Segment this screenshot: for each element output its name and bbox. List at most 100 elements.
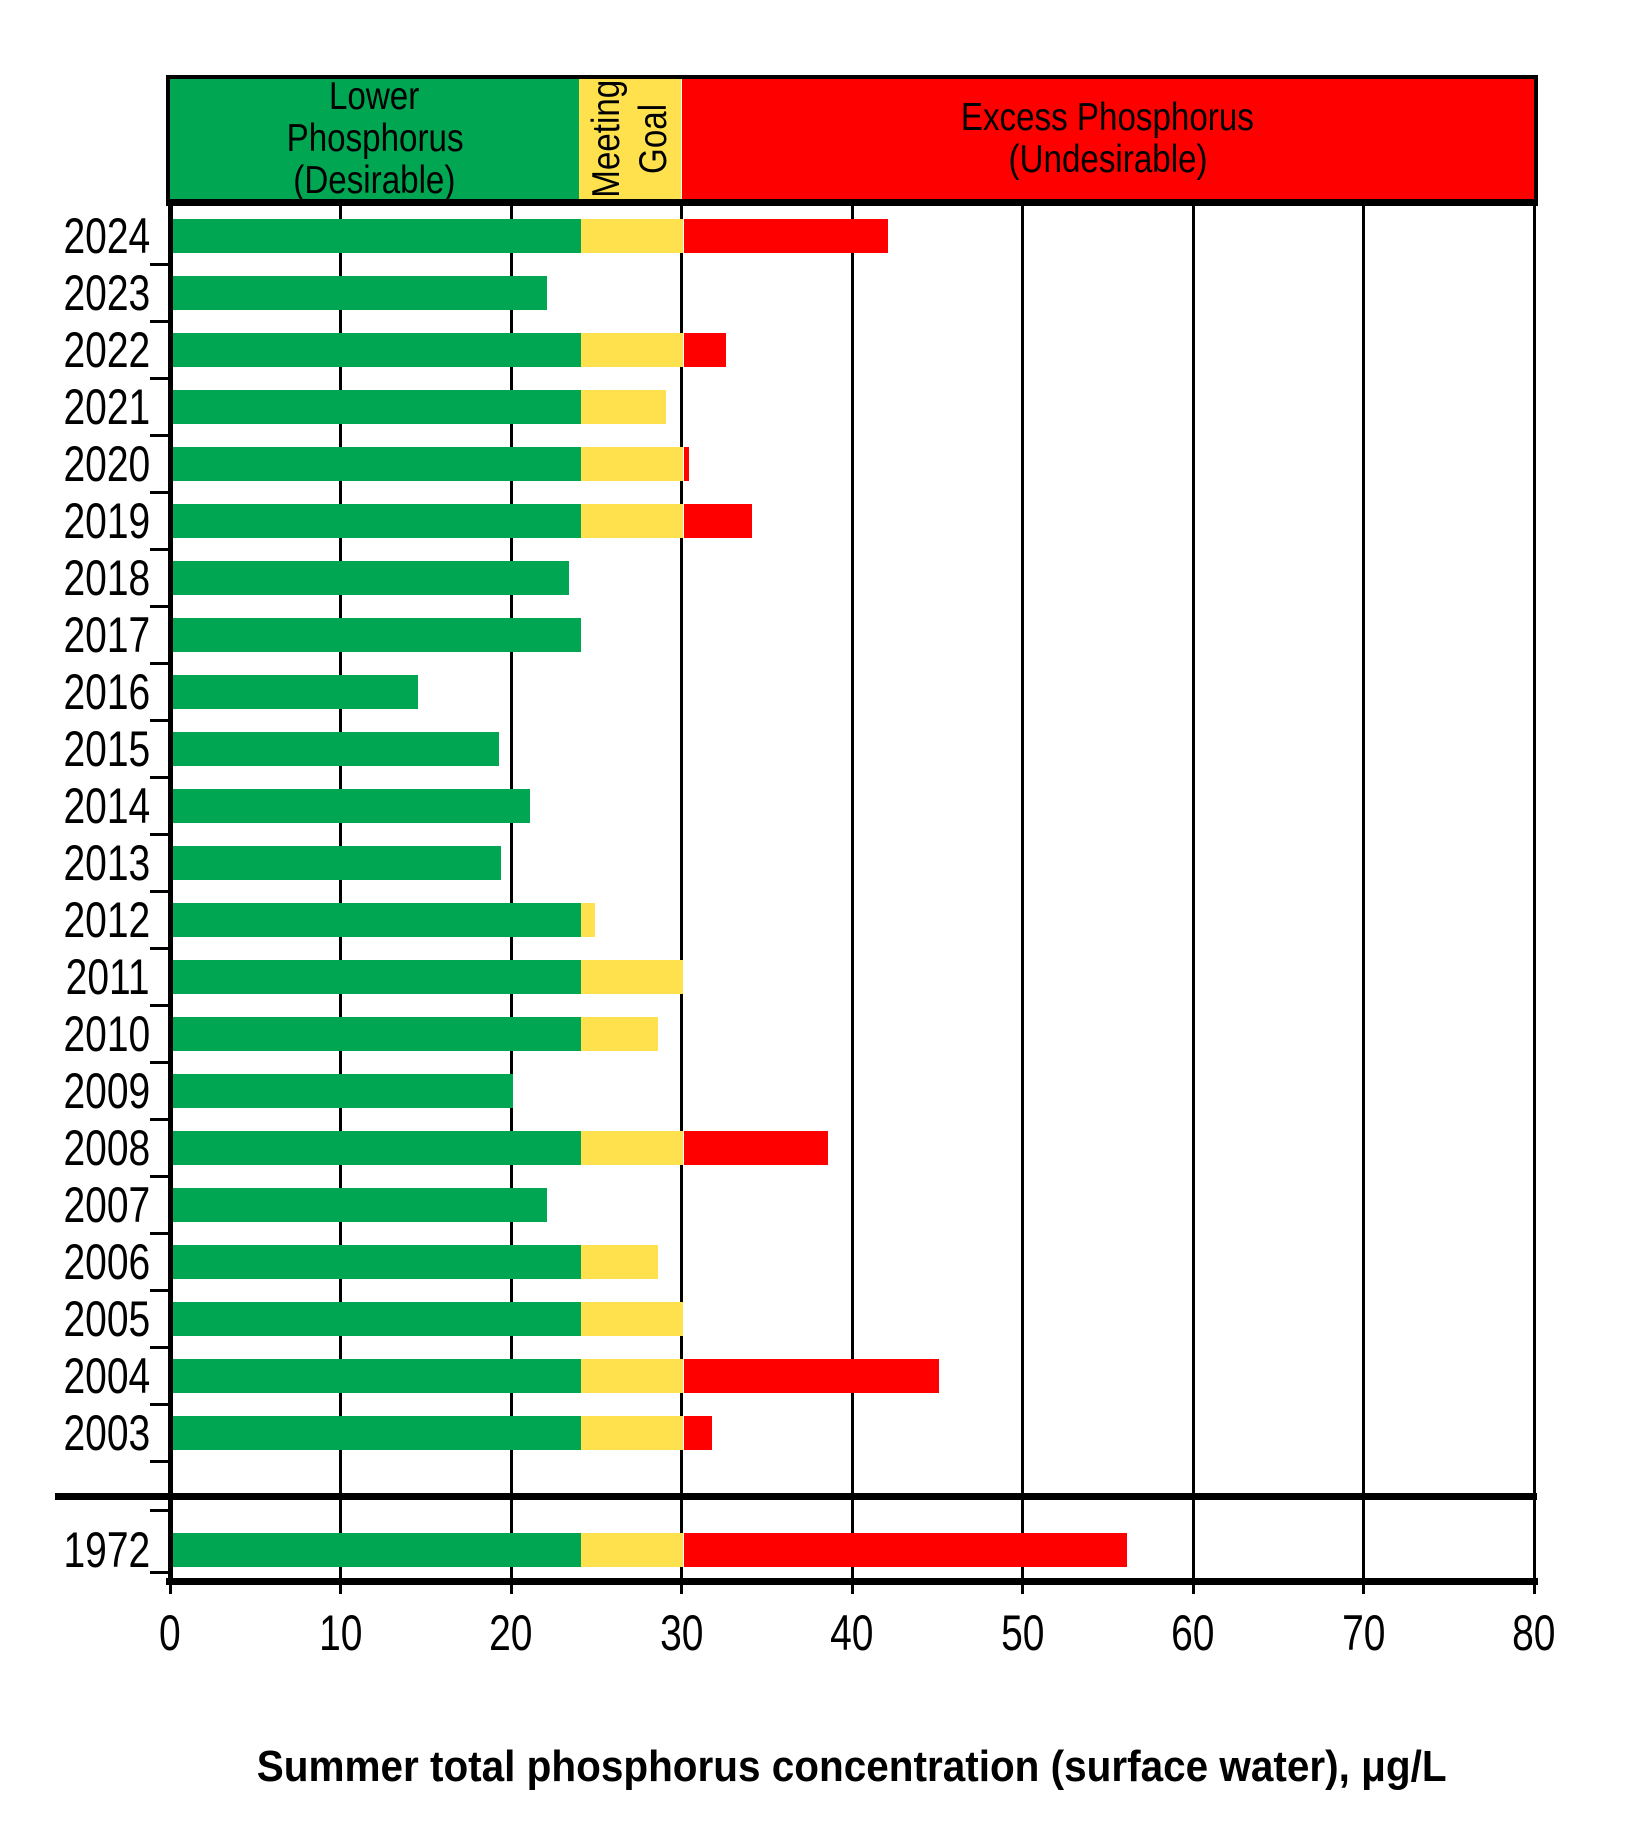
year-label-text: 2006 [63, 1233, 150, 1290]
year-label-2019: 2019 [0, 492, 150, 550]
bar-2011-yellow [581, 959, 684, 994]
year-label-2006: 2006 [0, 1233, 150, 1291]
bar-2012-green [172, 902, 582, 937]
year-label-text: 2024 [63, 207, 150, 264]
y-axis-tick [150, 1345, 170, 1349]
year-label-text: 2016 [63, 663, 150, 720]
gridline-10 [339, 206, 342, 1578]
year-label-text: 2013 [63, 834, 150, 891]
bar-2008-yellow [581, 1130, 684, 1165]
year-label-2009: 2009 [0, 1062, 150, 1120]
x-axis-tick-70 [1362, 1578, 1365, 1594]
x-tick-label-40: 40 [772, 1604, 932, 1662]
year-label-2013: 2013 [0, 834, 150, 892]
bar-1972-red [683, 1533, 1127, 1567]
bar-2005-green [172, 1301, 582, 1336]
year-label-2004: 2004 [0, 1347, 150, 1405]
bar-2011-green [172, 959, 582, 994]
header-zone-label-line: Excess Phosphorus [961, 96, 1255, 139]
bar-2009-green [172, 1073, 513, 1108]
x-tick-label-text: 20 [489, 1605, 533, 1661]
y-axis-tick [150, 718, 170, 722]
bar-2008-green [172, 1130, 582, 1165]
x-tick-label-text: 70 [1341, 1605, 1386, 1661]
bar-2016-green [172, 674, 418, 709]
x-axis-title: Summer total phosphorus concentration (s… [170, 1742, 1534, 1792]
x-axis-tick-40 [850, 1578, 854, 1594]
header-zone-label-line: (Desirable) [293, 159, 456, 200]
y-axis-tick [150, 433, 170, 437]
x-axis-tick-30 [680, 1578, 683, 1594]
bar-2007-green [172, 1187, 548, 1222]
header-zone-label-line: Lower [329, 79, 420, 118]
header-zone-desirable: Lower Phosphorus (Desirable) [170, 79, 580, 200]
year-label-text: 2011 [66, 948, 150, 1005]
header-zone-meeting-goal: Meeting Goal [579, 79, 682, 199]
bar-2004-red [683, 1358, 940, 1393]
bar-1972-yellow [581, 1533, 684, 1567]
y-axis-tick [150, 946, 170, 950]
header-zone-excess: Excess Phosphorus (Undesirable) [681, 79, 1534, 199]
x-tick-label-50: 50 [943, 1604, 1103, 1662]
year-label-text: 2020 [63, 435, 150, 492]
y-axis-tick [150, 775, 170, 779]
year-label-text: 1972 [63, 1522, 150, 1578]
year-label-2007: 2007 [0, 1176, 150, 1234]
year-label-2017: 2017 [0, 606, 150, 664]
bar-2008-red [683, 1130, 829, 1165]
x-axis-tick-20 [509, 1578, 513, 1594]
x-axis-tick-10 [339, 1578, 342, 1594]
plot-right-border [1533, 199, 1536, 1578]
year-label-2023: 2023 [0, 264, 150, 322]
y-axis-tick [150, 319, 170, 323]
y-axis-tick [150, 547, 170, 551]
x-tick-label-30: 30 [602, 1604, 762, 1662]
bar-2010-yellow [581, 1016, 658, 1051]
bar-2004-yellow [581, 1358, 684, 1393]
y-axis-tick [150, 1459, 170, 1463]
bar-2023-green [172, 275, 548, 310]
year-label-2008: 2008 [0, 1119, 150, 1177]
year-label-2020: 2020 [0, 435, 150, 493]
bar-2003-yellow [581, 1415, 684, 1450]
year-label-text: 2023 [63, 264, 150, 321]
year-label-2021: 2021 [0, 378, 150, 436]
bar-2004-green [172, 1358, 582, 1393]
y-axis-tick [150, 1174, 170, 1178]
y-axis-tick [150, 262, 170, 266]
year-label-text: 2010 [63, 1005, 150, 1062]
bar-2021-yellow [581, 389, 667, 424]
x-axis-line [166, 1578, 1538, 1585]
header-zone-label-line: Phosphorus [286, 117, 464, 160]
bar-2024-red [683, 218, 889, 253]
year-label-text: 2014 [63, 777, 150, 834]
year-label-2022: 2022 [0, 321, 150, 379]
x-tick-label-0: 0 [90, 1604, 250, 1662]
y-axis-tick [150, 832, 170, 836]
y-axis-tick [150, 1231, 170, 1235]
x-tick-label-text: 40 [830, 1605, 874, 1661]
x-tick-label-80: 80 [1454, 1604, 1614, 1662]
y-axis-tick [150, 1060, 170, 1064]
y-axis-tick [150, 1288, 170, 1292]
year-label-2024: 2024 [0, 207, 150, 265]
year-label-text: 2007 [63, 1176, 150, 1233]
bar-2022-red [683, 332, 727, 367]
year-label-2011: 2011 [0, 948, 150, 1006]
bar-2022-green [172, 332, 582, 367]
header-zone-label-line: Meeting [585, 80, 629, 198]
y-axis-tick [150, 1570, 170, 1574]
year-label-2016: 2016 [0, 663, 150, 721]
bar-2020-yellow [581, 446, 684, 481]
bar-2019-yellow [581, 503, 684, 538]
bar-2019-red [683, 503, 752, 538]
year-label-2005: 2005 [0, 1290, 150, 1348]
bar-2012-yellow [581, 902, 595, 937]
x-tick-label-70: 70 [1284, 1604, 1444, 1662]
gridline-70 [1362, 206, 1365, 1578]
year-label-text: 2012 [63, 891, 150, 948]
y-axis-tick [150, 376, 170, 380]
year-label-text: 2009 [63, 1062, 150, 1119]
timeline-break-line [55, 1493, 1537, 1500]
